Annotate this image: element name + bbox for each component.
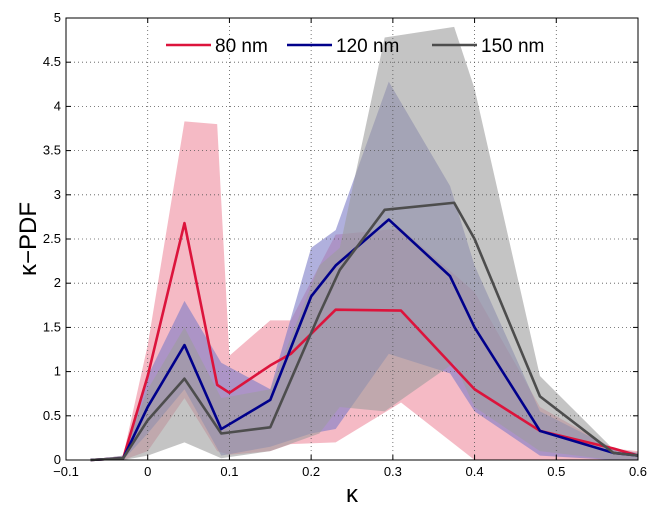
legend-label-0: 80 nm bbox=[215, 36, 268, 57]
y-tick-label-6: 3 bbox=[54, 187, 61, 202]
x-tick-label-5: 0.4 bbox=[466, 464, 484, 479]
series-lines bbox=[90, 201, 639, 462]
y-tick-label-2: 1 bbox=[54, 364, 61, 379]
x-tick-label-1: 0 bbox=[144, 464, 151, 479]
x-tick-label-3: 0.2 bbox=[302, 464, 320, 479]
x-tick-label-6: 0.5 bbox=[547, 464, 565, 479]
y-tick-label-9: 4.5 bbox=[43, 54, 61, 69]
y-tick-label-4: 2 bbox=[54, 275, 61, 290]
y-axis-label: κ−PDF bbox=[15, 202, 42, 276]
y-tick-label-7: 3.5 bbox=[43, 143, 61, 158]
x-tick-label-4: 0.3 bbox=[384, 464, 402, 479]
x-axis-ticks: −0.1 0 0.1 0.2 0.3 0.4 0.5 0.6 bbox=[53, 18, 647, 479]
y-tick-label-0: 0 bbox=[54, 452, 61, 467]
y-tick-label-1: 0.5 bbox=[43, 408, 61, 423]
line-series-2 bbox=[90, 201, 639, 462]
legend-label-1: 120 nm bbox=[336, 36, 399, 57]
x-tick-label-7: 0.6 bbox=[629, 464, 647, 479]
line-series-1 bbox=[90, 218, 639, 462]
y-axis-ticks: 0 0.5 1 1.5 2 2.5 3 3.5 4 4.5 5 bbox=[43, 10, 638, 467]
y-tick-label-5: 2.5 bbox=[43, 231, 61, 246]
legend: 80 nm 120 nm 150 nm bbox=[166, 36, 544, 57]
x-axis-label: κ bbox=[346, 481, 359, 508]
x-tick-label-2: 0.1 bbox=[220, 464, 238, 479]
band-series-2 bbox=[90, 26, 638, 461]
line-series-0 bbox=[90, 221, 639, 462]
uncertainty-bands bbox=[90, 26, 638, 461]
y-tick-label-8: 4 bbox=[54, 98, 61, 113]
y-tick-label-3: 1.5 bbox=[43, 319, 61, 334]
y-tick-label-10: 5 bbox=[54, 10, 61, 25]
x-tick-label-0: −0.1 bbox=[53, 464, 79, 479]
legend-label-2: 150 nm bbox=[481, 36, 544, 57]
